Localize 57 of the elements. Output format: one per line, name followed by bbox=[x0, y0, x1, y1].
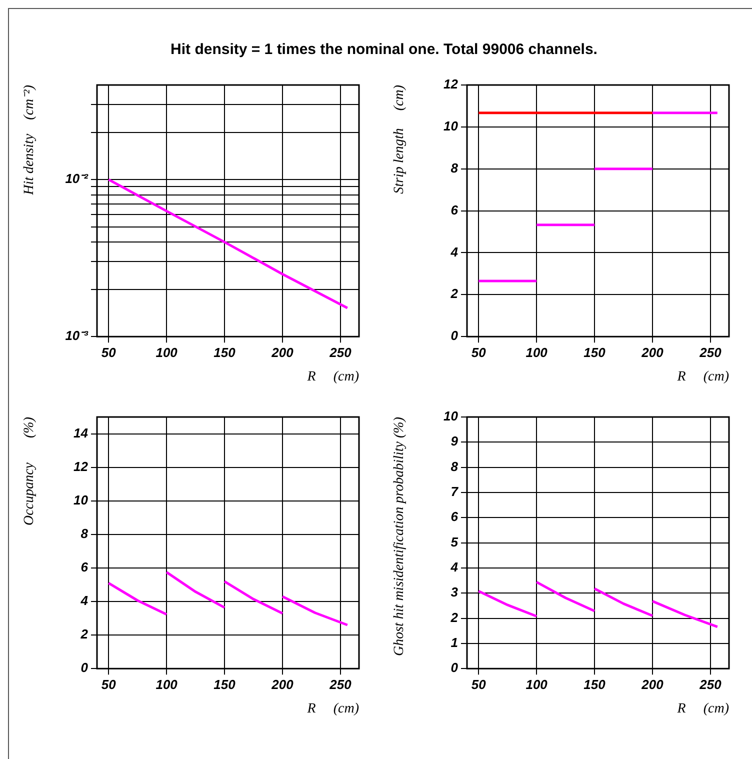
x-axis-title: R (cm) bbox=[676, 369, 730, 384]
x-tick-label: 200 bbox=[640, 676, 664, 692]
y-axis-title: Occupancy (%) bbox=[22, 416, 38, 526]
y-tick-label: 14 bbox=[74, 425, 89, 440]
x-tick-label: 100 bbox=[526, 676, 548, 692]
y-axis-title: Strip length (cm) bbox=[392, 84, 408, 194]
chart-title: Hit density = 1 times the nominal one. Total 99006 channels. bbox=[170, 41, 598, 58]
x-tick-label: 50 bbox=[471, 344, 487, 360]
x-axis-title: R (cm) bbox=[676, 701, 730, 716]
y-tick-label: 6 bbox=[80, 560, 89, 575]
y-tick-label: 8 bbox=[450, 458, 459, 474]
x-tick-label: 50 bbox=[101, 676, 117, 692]
y-tick-label: 9 bbox=[450, 434, 459, 449]
x-axis-title: R (cm) bbox=[306, 701, 360, 716]
x-tick-label: 200 bbox=[270, 676, 294, 692]
x-tick-label: 50 bbox=[101, 344, 117, 360]
y-tick-label: 0 bbox=[450, 328, 459, 344]
y-axis-title: Hit density (cm⁻²) bbox=[22, 84, 38, 196]
x-tick-label: 200 bbox=[640, 344, 664, 360]
y-tick-label: 6 bbox=[450, 509, 459, 524]
y-tick-label: 2 bbox=[450, 286, 459, 302]
x-tick-label: 250 bbox=[698, 344, 722, 360]
x-tick-label: 100 bbox=[526, 344, 548, 360]
y-tick-label: 7 bbox=[450, 484, 459, 500]
y-tick-label: 8 bbox=[80, 526, 89, 541]
x-tick-label: 150 bbox=[584, 344, 606, 360]
x-tick-label: 250 bbox=[328, 676, 352, 692]
y-tick-label: 3 bbox=[450, 584, 459, 600]
y-tick-label: 4 bbox=[450, 244, 459, 260]
x-tick-label: 100 bbox=[156, 344, 178, 360]
y-tick-label: 8 bbox=[450, 160, 459, 176]
y-tick-label: 12 bbox=[444, 76, 459, 92]
y-tick-label: 6 bbox=[450, 202, 459, 218]
y-tick-label: 10 bbox=[444, 408, 459, 424]
x-tick-label: 150 bbox=[214, 676, 236, 692]
y-tick-label: 12 bbox=[74, 458, 89, 474]
y-tick-label: 0 bbox=[450, 660, 459, 676]
y-tick-label: 5 bbox=[450, 534, 459, 550]
y-tick-label: 2 bbox=[80, 626, 89, 642]
y-tick-label: 1 bbox=[450, 635, 458, 650]
x-tick-label: 250 bbox=[698, 676, 722, 692]
y-axis-title: Ghost hit misidentification probability (%) bbox=[392, 416, 408, 656]
x-tick-label: 100 bbox=[156, 676, 178, 692]
x-tick-label: 150 bbox=[584, 676, 606, 692]
y-tick-label: 10⁻³ bbox=[65, 328, 89, 344]
y-tick-label: 2 bbox=[450, 610, 459, 625]
y-tick-label: 4 bbox=[450, 560, 459, 575]
x-tick-label: 50 bbox=[471, 676, 487, 692]
x-axis-title: R (cm) bbox=[306, 369, 360, 384]
x-tick-label: 150 bbox=[214, 344, 236, 360]
y-tick-label: 0 bbox=[80, 660, 89, 676]
y-tick-label: 10⁻² bbox=[65, 171, 89, 186]
y-tick-label: 10 bbox=[444, 118, 459, 134]
y-tick-label: 10 bbox=[74, 492, 89, 508]
x-tick-label: 250 bbox=[328, 344, 352, 360]
x-tick-label: 200 bbox=[270, 344, 294, 360]
y-tick-label: 4 bbox=[80, 593, 89, 608]
